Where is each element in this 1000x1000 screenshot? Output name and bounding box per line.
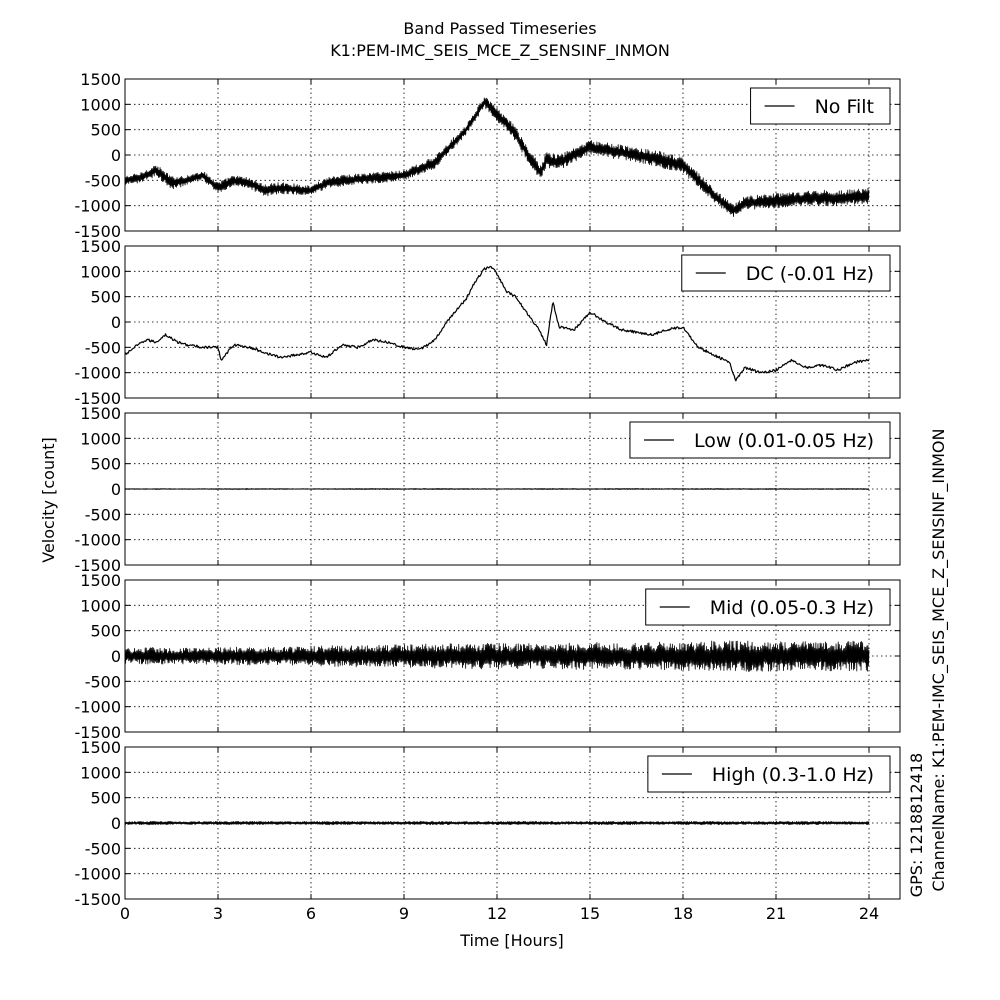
y-tick-label: 500 xyxy=(90,789,121,808)
x-tick-label: 0 xyxy=(120,904,130,923)
x-tick-label: 18 xyxy=(673,904,693,923)
y-tick-label: 1500 xyxy=(80,237,121,256)
y-tick-label: -1500 xyxy=(75,389,122,408)
y-tick-label: -500 xyxy=(85,338,121,357)
subplot-1: 1500 1000 500 0 -500 -1000 -1500 No Filt xyxy=(75,70,901,241)
series-trace-1 xyxy=(124,97,870,218)
y-tick-label: 0 xyxy=(111,647,121,666)
y-tick-label: -500 xyxy=(85,171,121,190)
series-trace-2 xyxy=(124,265,870,382)
legend-label: High (0.3-1.0 Hz) xyxy=(712,764,874,786)
x-tick-label: 24 xyxy=(859,904,879,923)
x-tick-label: 6 xyxy=(306,904,316,923)
y-tick-label: 1000 xyxy=(80,95,121,114)
chart-title-line1: Band Passed Timeseries xyxy=(403,19,596,38)
y-tick-label: -1000 xyxy=(75,865,122,884)
y-tick-label: -1000 xyxy=(75,364,122,383)
series-trace-5 xyxy=(124,820,870,826)
subplot-4: 1500 1000 500 0 -500 -1000 -1500 Mid (0.05-0.3 … xyxy=(75,571,901,742)
y-tick-label: 1000 xyxy=(80,763,121,782)
y-tick-label: -500 xyxy=(85,839,121,858)
y-tick-label: -1000 xyxy=(75,698,122,717)
legend-label: Low (0.01-0.05 Hz) xyxy=(694,430,874,452)
legend-label: Mid (0.05-0.3 Hz) xyxy=(710,597,874,619)
x-tick-label: 21 xyxy=(766,904,786,923)
x-axis-label: Time [Hours] xyxy=(459,931,564,950)
legend-box xyxy=(645,588,891,626)
gps-annotation: GPS: 1218812418 xyxy=(907,753,926,897)
y-tick-label: 1000 xyxy=(80,596,121,615)
subplot-2: 1500 1000 500 0 -500 -1000 -1500 DC (-0.01 Hz) xyxy=(75,237,901,408)
y-tick-label: 0 xyxy=(111,814,121,833)
y-tick-label: 1500 xyxy=(80,404,121,423)
legend-label: DC (-0.01 Hz) xyxy=(746,263,874,285)
y-tick-label: -500 xyxy=(85,672,121,691)
x-tick-label: 9 xyxy=(399,904,409,923)
y-tick-label: 500 xyxy=(90,121,121,140)
y-tick-label: -500 xyxy=(85,505,121,524)
y-tick-label: 0 xyxy=(111,480,121,499)
y-tick-label: 500 xyxy=(90,455,121,474)
y-tick-label: 500 xyxy=(90,288,121,307)
series-trace-3 xyxy=(124,488,870,490)
y-tick-label: 1000 xyxy=(80,262,121,281)
y-tick-label: 0 xyxy=(111,313,121,332)
x-tick-label: 3 xyxy=(213,904,223,923)
subplot-3: 1500 1000 500 0 -500 -1000 -1500 Low (0.01-0.05… xyxy=(75,404,901,575)
y-tick-label: -1500 xyxy=(75,556,122,575)
y-tick-label: 1500 xyxy=(80,738,121,757)
y-tick-label: -1500 xyxy=(75,723,122,742)
y-tick-label: -1000 xyxy=(75,197,122,216)
channel-name-annotation: ChannelName: K1:PEM-IMC_SEIS_MCE_Z_SENSI… xyxy=(929,429,949,892)
y-tick-label: 0 xyxy=(111,146,121,165)
x-tick-label: 12 xyxy=(487,904,507,923)
y-axis-label: Velocity [count] xyxy=(39,437,58,562)
series-trace-4 xyxy=(124,640,870,672)
y-tick-label: -1500 xyxy=(75,890,122,909)
y-tick-label: 1000 xyxy=(80,429,121,448)
y-tick-label: 500 xyxy=(90,622,121,641)
chart-title-line2: K1:PEM-IMC_SEIS_MCE_Z_SENSINF_INMON xyxy=(330,41,670,61)
x-tick-label: 15 xyxy=(580,904,600,923)
y-tick-label: 1500 xyxy=(80,571,121,590)
y-tick-label: -1500 xyxy=(75,222,122,241)
y-tick-label: -1000 xyxy=(75,531,122,550)
legend-label: No Filt xyxy=(815,96,874,118)
y-tick-label: 1500 xyxy=(80,70,121,89)
